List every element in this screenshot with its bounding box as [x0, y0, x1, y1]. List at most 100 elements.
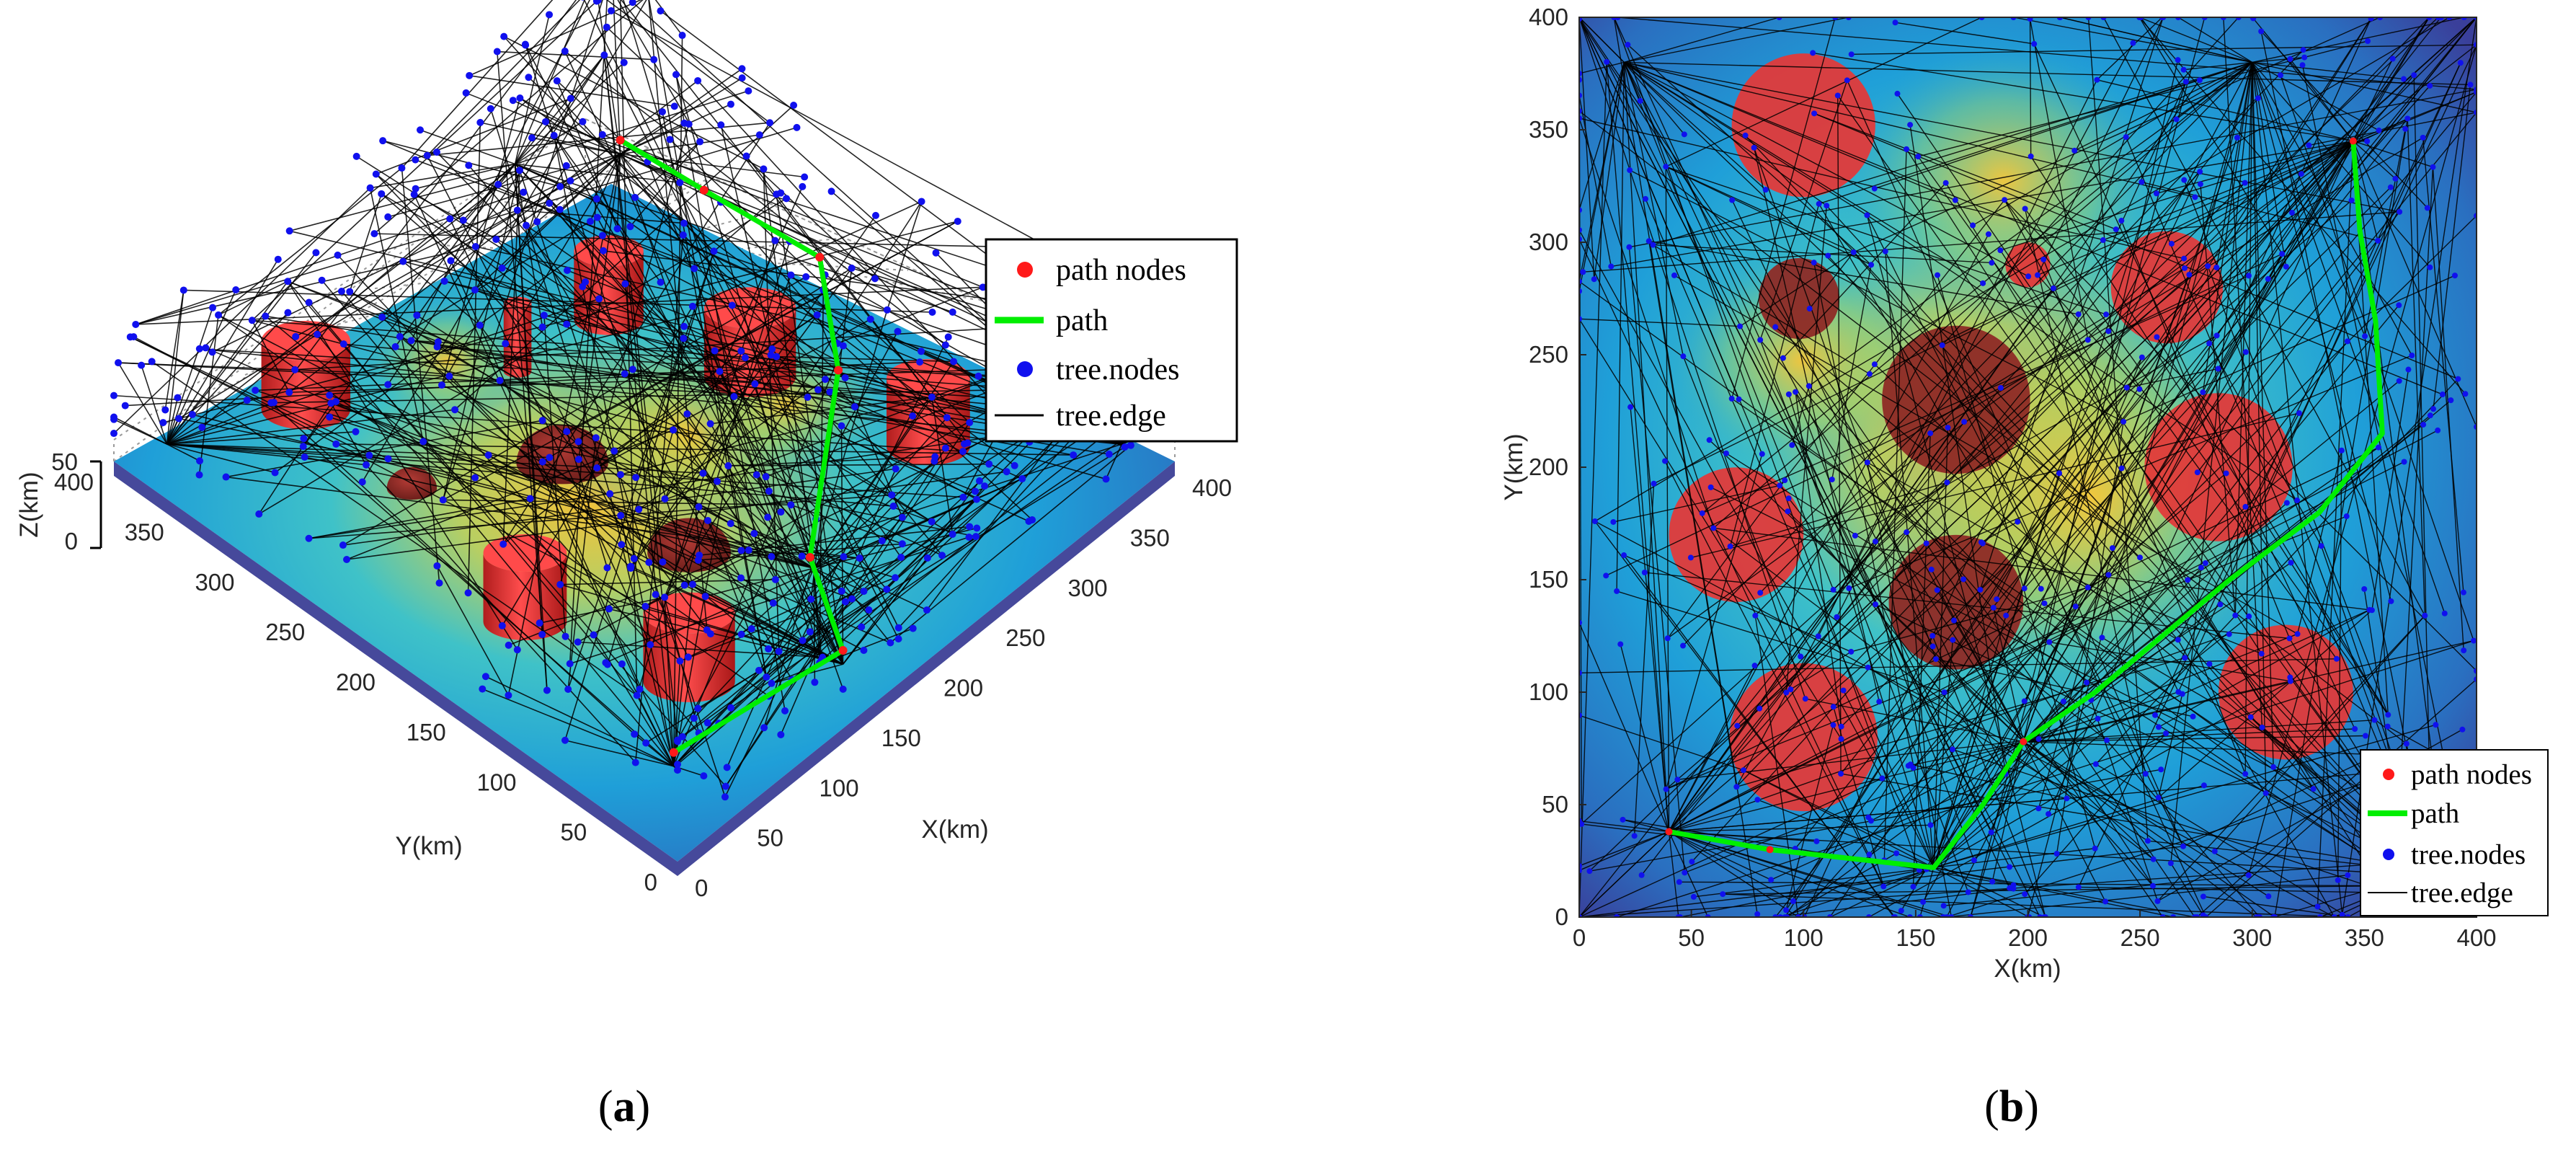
tree-node: [498, 264, 506, 272]
tree-node: [1871, 361, 1878, 368]
tree-node: [2138, 179, 2145, 185]
tree-node: [602, 659, 610, 667]
tree-node: [1892, 19, 1898, 26]
tree-node: [2375, 237, 2381, 244]
tree-node: [943, 414, 951, 422]
tree-node: [2064, 795, 2070, 802]
tree-edge: [1579, 110, 2407, 745]
tree-node: [1876, 699, 1883, 705]
tree-node: [379, 137, 387, 145]
tree-node: [2123, 384, 2130, 391]
tree-node: [513, 646, 521, 654]
tree-node: [2130, 40, 2136, 46]
tree-edge: [381, 193, 803, 557]
tree-node: [2109, 545, 2115, 552]
tree-node: [2217, 601, 2224, 608]
tree-node: [1811, 260, 1817, 266]
tree-node: [161, 406, 169, 414]
tree-edge: [515, 163, 680, 184]
tree-node: [1985, 231, 1991, 237]
tree-node: [1650, 242, 1656, 248]
tree-node: [419, 438, 427, 446]
tree-node: [2245, 872, 2252, 878]
tree-node: [1029, 516, 1036, 524]
tree-node: [928, 393, 936, 401]
panel-a-legend: path nodes path tree.nodes tree.edge: [985, 238, 1238, 443]
y-tick-label-150: 150: [1529, 566, 1568, 593]
tree-edge: [1895, 22, 2035, 45]
tree-edge: [1788, 394, 1935, 868]
svg-text:(a): (a): [598, 1082, 650, 1131]
tree-node: [1676, 879, 1682, 885]
tree-node: [2422, 612, 2428, 619]
tree-node: [1907, 761, 1914, 768]
panel-a-legend-path-nodes: path nodes: [1056, 254, 1186, 287]
tree-node: [2402, 125, 2409, 132]
tree-node: [2007, 885, 2013, 891]
tree-edge: [629, 141, 701, 227]
tree-node: [1790, 898, 1797, 905]
tree-node: [435, 579, 443, 587]
tree-node: [2259, 724, 2265, 730]
tree-edge: [2037, 17, 2164, 275]
tree-node: [433, 343, 441, 351]
tree-edge: [1579, 777, 1883, 917]
tree-edge: [654, 0, 683, 36]
tree-node: [2371, 717, 2378, 723]
tree-edge: [1906, 149, 2401, 917]
tree-edge: [271, 387, 1115, 404]
tree-edge: [1579, 280, 2455, 917]
tree-node: [621, 280, 629, 288]
tree-edge: [212, 153, 621, 353]
x-tick-label-100: 100: [820, 774, 859, 801]
tree-node: [1910, 883, 1917, 890]
tree-node: [688, 580, 696, 588]
tree-node: [1952, 197, 1958, 203]
tree-node: [1785, 391, 1792, 397]
tree-node: [2300, 47, 2306, 53]
tree-node: [755, 131, 763, 139]
tree-edge: [542, 267, 853, 463]
tree-node: [513, 206, 521, 214]
tree-edge: [287, 280, 439, 342]
tree-edge: [1813, 52, 2353, 142]
tree-edge: [1665, 166, 1872, 265]
tree-node: [742, 152, 750, 160]
tree-node: [699, 469, 707, 477]
tree-node: [972, 495, 980, 503]
tree-edge: [427, 155, 689, 658]
tree-edge: [1919, 867, 1935, 917]
tree-edge: [402, 260, 481, 326]
tree-node: [1631, 833, 1638, 839]
tree-edge: [199, 348, 1132, 446]
tree-node: [2333, 655, 2340, 662]
tree-node: [1834, 92, 1841, 99]
tree-node: [2205, 263, 2211, 270]
tree-node: [1768, 877, 1775, 883]
tree-node: [745, 547, 752, 554]
tree-edge: [443, 499, 791, 506]
tree-node: [1754, 911, 1761, 917]
tree-edge: [620, 396, 933, 475]
tree-node: [918, 198, 925, 205]
panel-a-y-ticks: 0 50 100 150 200 250 300 350 400: [54, 469, 657, 895]
tree-node: [944, 333, 952, 341]
tree-edge: [495, 203, 550, 240]
tree-node: [1757, 590, 1764, 596]
tree-edge: [2252, 17, 2464, 63]
tree-edge: [410, 0, 591, 341]
tree-edge: [1690, 412, 2300, 559]
tree-node: [2084, 584, 2091, 591]
panel-b-caption-letter: b: [1999, 1082, 2024, 1131]
tree-node: [581, 0, 585, 1]
tree-node: [332, 397, 340, 405]
tree-node: [2075, 884, 2082, 890]
tree-edge: [1780, 867, 1934, 917]
tree-node: [1627, 404, 1634, 410]
tree-node: [974, 372, 982, 380]
tree-node: [898, 513, 906, 521]
tree-edge: [2396, 167, 2434, 840]
tree-node: [1586, 868, 1593, 875]
tree-edge: [2252, 61, 2430, 268]
tree-node: [1102, 475, 1110, 483]
